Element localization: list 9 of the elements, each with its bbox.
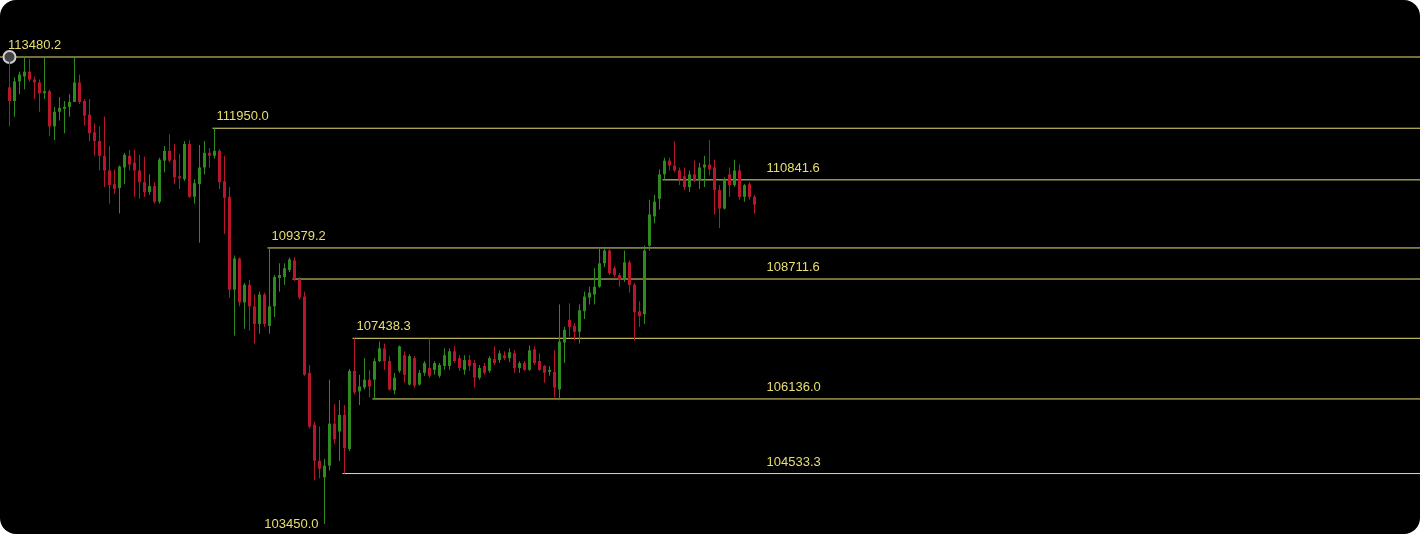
ref-line-label: 107438.3 — [356, 318, 411, 334]
ref-line-label: 109379.2 — [271, 227, 326, 243]
ref-line-label: 108711.6 — [766, 259, 820, 275]
ref-line-label: 106136.0 — [766, 378, 821, 394]
ref-line-label: 111950.0 — [216, 108, 269, 124]
ref-line-label: 110841.6 — [766, 159, 820, 175]
annotation: 103450.0 — [264, 516, 319, 531]
ref-line-label: 104533.3 — [766, 453, 821, 469]
ref-line-label: 113480.2 — [8, 37, 62, 52]
